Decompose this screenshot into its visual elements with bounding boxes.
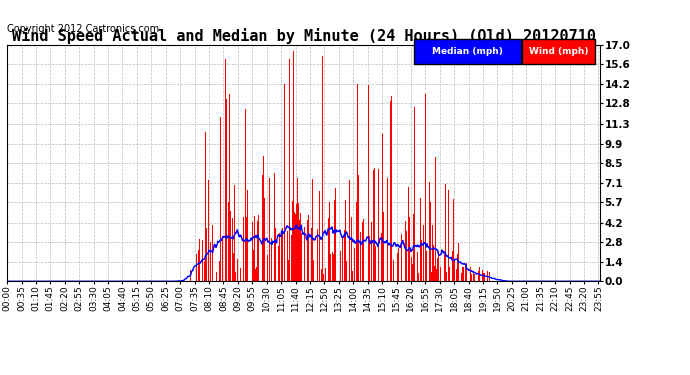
Text: Median (mph): Median (mph) [432, 47, 503, 56]
Text: Copyright 2012 Cartronics.com: Copyright 2012 Cartronics.com [7, 24, 159, 34]
Text: Wind (mph): Wind (mph) [529, 47, 589, 56]
Title: Wind Speed Actual and Median by Minute (24 Hours) (Old) 20120710: Wind Speed Actual and Median by Minute (… [12, 28, 595, 44]
